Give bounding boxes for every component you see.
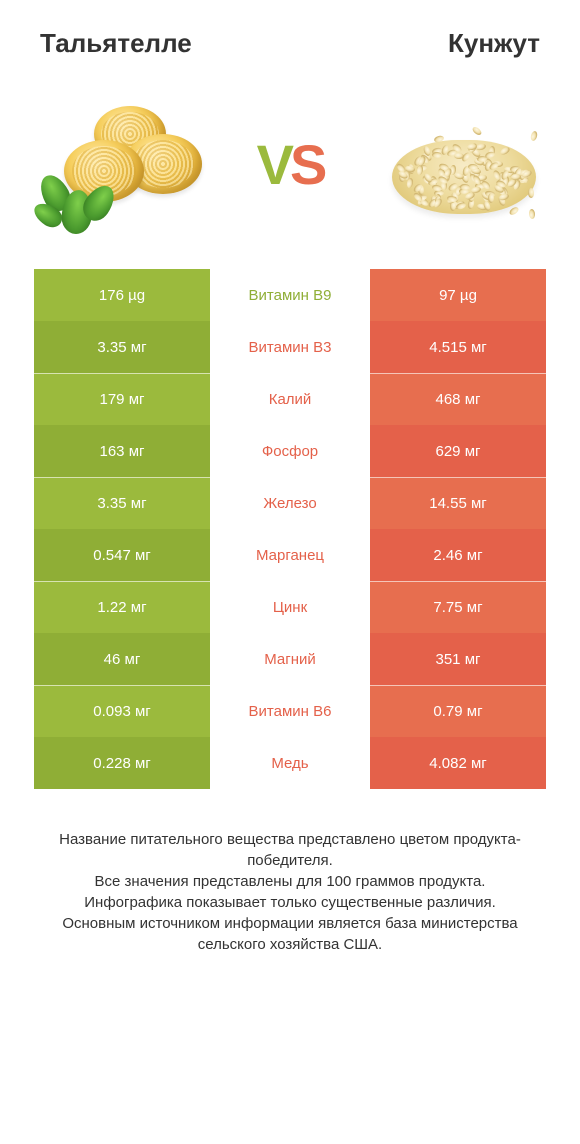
footer-notes: Название питательного вещества представл…	[0, 789, 580, 955]
table-row: 0.228 мгМедь4.082 мг	[34, 737, 546, 789]
right-value: 351 мг	[370, 633, 546, 685]
right-value: 2.46 мг	[370, 529, 546, 581]
right-product-title: Кунжут	[448, 28, 540, 59]
left-value: 3.35 мг	[34, 477, 210, 529]
nutrient-label: Железо	[210, 477, 370, 529]
left-value: 176 µg	[34, 269, 210, 321]
left-value: 163 мг	[34, 425, 210, 477]
table-row: 0.547 мгМарганец2.46 мг	[34, 529, 546, 581]
nutrient-label: Марганец	[210, 529, 370, 581]
table-row: 46 мгМагний351 мг	[34, 633, 546, 685]
table-row: 3.35 мгВитамин B34.515 мг	[34, 321, 546, 373]
nutrient-label: Магний	[210, 633, 370, 685]
left-value: 46 мг	[34, 633, 210, 685]
left-value: 1.22 мг	[34, 581, 210, 633]
table-row: 176 µgВитамин B997 µg	[34, 269, 546, 321]
footer-line: Все значения представлены для 100 граммо…	[34, 871, 546, 892]
right-value: 0.79 мг	[370, 685, 546, 737]
left-value: 0.228 мг	[34, 737, 210, 789]
left-food-image	[36, 94, 206, 234]
header: Тальятелле Кунжут	[0, 0, 580, 59]
left-value: 0.547 мг	[34, 529, 210, 581]
left-value: 179 мг	[34, 373, 210, 425]
table-row: 179 мгКалий468 мг	[34, 373, 546, 425]
table-row: 163 мгФосфор629 мг	[34, 425, 546, 477]
right-value: 629 мг	[370, 425, 546, 477]
nutrient-label: Витамин B9	[210, 269, 370, 321]
footer-line: Основным источником информации является …	[34, 913, 546, 955]
left-value: 0.093 мг	[34, 685, 210, 737]
vs-s: S	[290, 132, 323, 197]
right-value: 468 мг	[370, 373, 546, 425]
nutrient-label: Цинк	[210, 581, 370, 633]
right-food-image	[374, 94, 544, 234]
nutrient-label: Витамин B3	[210, 321, 370, 373]
hero: VS	[0, 59, 580, 269]
comparison-table: 176 µgВитамин B997 µg3.35 мгВитамин B34.…	[0, 269, 580, 789]
right-value: 4.515 мг	[370, 321, 546, 373]
footer-line: Инфографика показывает только существенн…	[34, 892, 546, 913]
nutrient-label: Витамин B6	[210, 685, 370, 737]
right-value: 7.75 мг	[370, 581, 546, 633]
nutrient-label: Фосфор	[210, 425, 370, 477]
table-row: 1.22 мгЦинк7.75 мг	[34, 581, 546, 633]
nutrient-label: Калий	[210, 373, 370, 425]
table-row: 0.093 мгВитамин B60.79 мг	[34, 685, 546, 737]
right-value: 14.55 мг	[370, 477, 546, 529]
right-value: 97 µg	[370, 269, 546, 321]
table-row: 3.35 мгЖелезо14.55 мг	[34, 477, 546, 529]
vs-v: V	[257, 132, 290, 197]
left-value: 3.35 мг	[34, 321, 210, 373]
right-value: 4.082 мг	[370, 737, 546, 789]
footer-line: Название питательного вещества представл…	[34, 829, 546, 871]
left-product-title: Тальятелле	[40, 28, 192, 59]
vs-label: VS	[257, 132, 324, 197]
nutrient-label: Медь	[210, 737, 370, 789]
